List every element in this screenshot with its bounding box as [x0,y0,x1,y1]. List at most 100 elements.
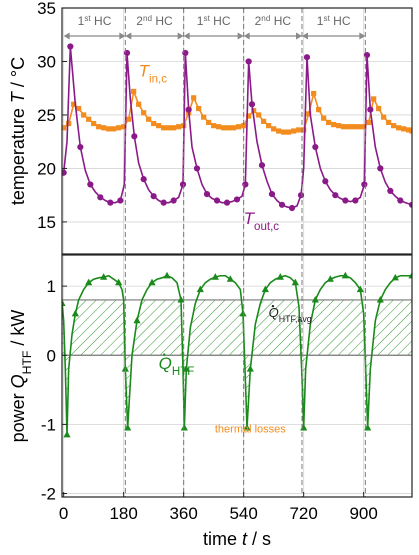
data-point-in-c [291,128,297,134]
data-point-htf [124,423,132,431]
data-point-out-c [377,165,384,172]
data-point-out-c [193,165,201,172]
data-point-out-c [62,169,67,176]
data-point-out-c [87,181,94,188]
top-panel [62,7,412,254]
data-point-out-c [363,51,371,59]
series-label-out-c: Tout,c [244,209,280,233]
data-point-in-c [336,123,342,129]
y-tick-label-bottom: -2 [41,485,56,504]
y-tick-label-bottom: 0 [47,346,56,365]
data-point-in-c [71,101,77,107]
data-point-htf [177,295,185,303]
y-tick-label-top: 30 [37,52,56,71]
top-series-group [62,43,412,212]
data-point-out-c [303,54,311,61]
cycle-arrow-head [125,32,132,40]
data-point-in-c [166,125,172,131]
data-point-out-c [223,199,231,206]
data-point-in-c [236,124,242,130]
data-point-out-c [123,49,131,57]
data-point-in-c [101,125,107,131]
data-point-in-c [156,123,162,129]
data-point-htf [356,285,364,293]
cycle-label: 1st HC [317,14,351,29]
data-point-in-c [256,112,262,118]
data-point-htf [100,273,108,280]
y-tick-label-bottom: -1 [41,415,56,434]
data-point-in-c [111,126,117,132]
y-tick-label-top: 35 [37,0,56,18]
cycle-arrow-head [119,32,126,40]
data-point-out-c [140,176,147,183]
y-tick-label-bottom: 1 [47,277,56,296]
data-point-out-c [170,197,177,204]
data-point-htf [180,423,188,431]
data-point-in-c [306,111,312,117]
data-point-out-c [213,197,221,204]
data-point-in-c [301,127,307,133]
data-point-out-c [322,178,329,185]
data-point-in-c [409,128,412,134]
data-point-out-c [203,191,211,198]
data-point-htf [182,365,190,372]
cycle-arrow-head [237,32,244,40]
data-point-in-c [201,114,207,120]
data-point-htf [62,299,66,306]
data-point-htf [276,273,284,280]
data-point-in-c [106,126,112,132]
data-point-in-c [126,116,132,122]
data-point-htf [326,275,334,282]
thermal-losses-label: thermal losses [215,424,286,436]
data-point-out-c [367,106,374,113]
data-point-in-c [151,120,157,127]
data-point-htf [408,271,412,279]
data-point-in-c [86,116,92,122]
data-point-out-c [131,133,138,140]
data-point-in-c [406,127,412,133]
data-point-out-c [387,187,394,194]
top-panel-frame [61,7,413,255]
data-point-in-c [401,126,407,132]
data-point-out-c [312,143,319,151]
hatched-area [62,299,412,435]
data-point-out-c [397,197,404,204]
data-point-out-c [179,181,187,188]
data-point-htf [341,271,349,279]
data-point-out-c [107,199,114,206]
data-point-in-c [176,124,182,130]
dot-accent [163,353,166,356]
data-point-out-c [77,143,84,151]
data-point-out-c [242,181,249,188]
data-point-in-c [62,125,67,131]
data-point-htf [211,273,219,280]
x-tick-label: 360 [169,504,197,523]
data-point-in-c [311,90,317,97]
data-point-out-c [245,58,252,65]
data-point-in-c [381,114,387,120]
y-axis-label-bottom: power QHTF / kW [8,310,34,443]
x-tick-label: 540 [229,504,257,523]
data-point-in-c [376,105,382,112]
cycle-arrow-head [296,32,302,40]
cycle-label: 1st HC [78,14,112,29]
data-point-in-c [361,124,367,130]
data-point-out-c [258,162,266,169]
cycle-arrow-head [359,32,366,40]
data-point-in-c [286,129,292,135]
y-tick-label-top: 25 [37,106,56,125]
x-tick-label: 180 [109,504,137,523]
data-point-in-c [316,107,322,113]
cycle-arrow-head [183,32,190,40]
data-point-in-c [221,125,227,131]
data-point-in-c [226,125,232,131]
data-point-out-c [278,201,286,208]
data-point-htf [376,295,384,303]
bottom-panel-frame [61,254,413,498]
data-point-in-c [261,118,267,124]
data-point-out-c [67,43,74,50]
x-axis-label: time t / s [203,529,271,549]
data-point-in-c [191,95,197,101]
data-point-out-c [160,199,167,206]
x-tick-label: 900 [349,504,377,523]
